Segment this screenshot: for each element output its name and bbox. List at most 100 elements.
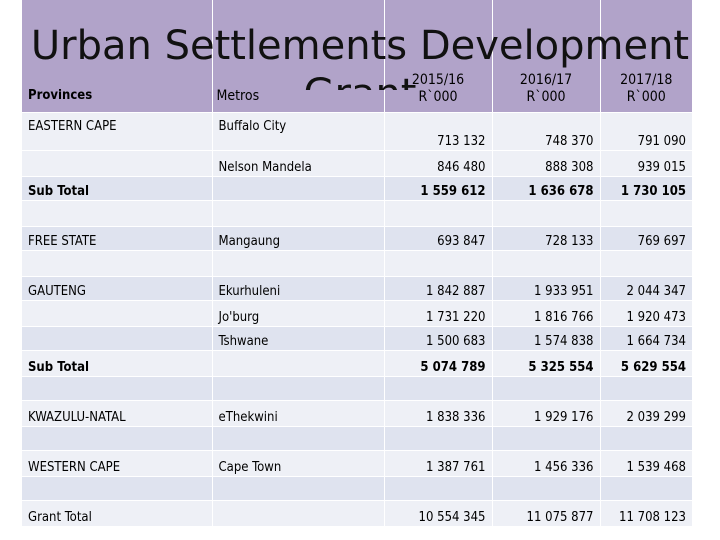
value-cell: 1 539 468 xyxy=(599,449,692,476)
empty-cell xyxy=(22,375,212,400)
value-cell: 1 731 220 xyxy=(383,299,492,326)
value-cell: 1 842 887 xyxy=(383,275,492,300)
empty-cell xyxy=(211,375,384,400)
year-header: 2017/18 R`000 xyxy=(599,0,692,112)
metro-cell: Jo'burg xyxy=(211,299,384,326)
empty-cell xyxy=(491,249,600,276)
empty-cell xyxy=(22,475,212,500)
empty-cell xyxy=(383,249,492,276)
year-label: 2015/16 xyxy=(411,71,465,88)
slide-title: Urban Settlements Development xyxy=(30,23,690,69)
value-cell: 2 039 299 xyxy=(599,399,692,426)
provinces-header: Provinces xyxy=(22,0,212,112)
province-cell: WESTERN CAPE xyxy=(22,449,212,476)
empty-cell xyxy=(491,375,600,400)
subtotal-value: 1 730 105 xyxy=(599,175,692,200)
value-cell: 1 920 473 xyxy=(599,299,692,326)
year-label: 2017/18 xyxy=(620,71,673,88)
table-row: Nelson Mandela 846 480 888 308 939 015 xyxy=(22,149,692,176)
spacer-row xyxy=(22,425,692,450)
province-cell xyxy=(22,149,212,176)
grand-total-value: 11 708 123 xyxy=(599,499,692,526)
table-row: KWAZULU-NATAL eThekwini 1 838 336 1 929 … xyxy=(22,399,692,426)
unit-label: R`000 xyxy=(418,88,458,105)
subtotal-value: 5 325 554 xyxy=(491,349,600,376)
unit-label: R`000 xyxy=(626,88,666,105)
year-header: 2016/17 R`000 xyxy=(491,0,600,112)
year-label: 2016/17 xyxy=(519,71,573,88)
value-cell: 1 838 336 xyxy=(383,399,492,426)
value-cell: 1 933 951 xyxy=(491,275,600,300)
metro-cell xyxy=(211,175,384,200)
year-header: 2015/16 R`000 xyxy=(383,0,492,112)
metro-cell: Ekurhuleni xyxy=(211,275,384,300)
metros-header-label: Metros xyxy=(216,87,260,104)
table-row: WESTERN CAPE Cape Town 1 387 761 1 456 3… xyxy=(22,449,692,476)
value-cell: 1 456 336 xyxy=(491,449,600,476)
empty-cell xyxy=(383,475,492,500)
grand-total-value: 10 554 345 xyxy=(383,499,492,526)
value-cell: 1 574 838 xyxy=(491,325,600,350)
metros-header: Metros xyxy=(211,0,384,112)
subtotal-label: Sub Total xyxy=(22,175,212,200)
grand-total-label: Grant Total xyxy=(22,499,212,526)
empty-cell xyxy=(383,199,492,226)
empty-cell xyxy=(599,475,692,500)
value-cell: 748 370 xyxy=(491,111,600,150)
metro-cell: Tshwane xyxy=(211,325,384,350)
value-cell: 2 044 347 xyxy=(599,275,692,300)
value-cell: 888 308 xyxy=(491,149,600,176)
subtotal-label: Sub Total xyxy=(22,349,212,376)
value-cell: 846 480 xyxy=(383,149,492,176)
value-cell: 1 387 761 xyxy=(383,449,492,476)
subtotal-value: 1 559 612 xyxy=(383,175,492,200)
metro-cell: Mangaung xyxy=(211,225,384,250)
value-cell: 693 847 xyxy=(383,225,492,250)
value-cell: 1 816 766 xyxy=(491,299,600,326)
province-cell xyxy=(22,325,212,350)
province-cell: GAUTENG xyxy=(22,275,212,300)
spacer-row xyxy=(22,475,692,500)
metro-cell: eThekwini xyxy=(211,399,384,426)
empty-cell xyxy=(491,199,600,226)
empty-cell xyxy=(211,475,384,500)
slide-title-continuation: Grant xyxy=(0,70,720,90)
empty-cell xyxy=(383,375,492,400)
empty-cell xyxy=(491,425,600,450)
empty-cell xyxy=(599,199,692,226)
empty-cell xyxy=(22,425,212,450)
subtotal-row: Sub Total 5 074 789 5 325 554 5 629 554 xyxy=(22,349,692,376)
table-row: Tshwane 1 500 683 1 574 838 1 664 734 xyxy=(22,325,692,350)
grand-total-value: 11 075 877 xyxy=(491,499,600,526)
metro-cell xyxy=(211,499,384,526)
table-row: GAUTENG Ekurhuleni 1 842 887 1 933 951 2… xyxy=(22,275,692,300)
empty-cell xyxy=(211,425,384,450)
table-row: EASTERN CAPE Buffalo City 713 132 748 37… xyxy=(22,111,692,150)
unit-label: R`000 xyxy=(526,88,566,105)
metro-cell: Cape Town xyxy=(211,449,384,476)
subtotal-value: 5 629 554 xyxy=(599,349,692,376)
value-cell: 728 133 xyxy=(491,225,600,250)
metro-cell: Buffalo City xyxy=(211,111,384,150)
value-cell: 1 929 176 xyxy=(491,399,600,426)
empty-cell xyxy=(599,375,692,400)
empty-cell xyxy=(491,475,600,500)
table-row: Jo'burg 1 731 220 1 816 766 1 920 473 xyxy=(22,299,692,326)
empty-cell xyxy=(211,199,384,226)
spacer-row xyxy=(22,375,692,400)
empty-cell xyxy=(599,249,692,276)
metro-cell xyxy=(211,349,384,376)
subtotal-row: Sub Total 1 559 612 1 636 678 1 730 105 xyxy=(22,175,692,200)
province-cell: KWAZULU-NATAL xyxy=(22,399,212,426)
header-row: Provinces Metros 2015/16 R`000 2016/17 R`0… xyxy=(22,0,692,112)
grand-total-row: Grant Total 10 554 345 11 075 877 11 708… xyxy=(22,499,692,526)
subtotal-value: 1 636 678 xyxy=(491,175,600,200)
metro-cell: Nelson Mandela xyxy=(211,149,384,176)
value-cell: 713 132 xyxy=(383,111,492,150)
empty-cell xyxy=(22,249,212,276)
spacer-row xyxy=(22,199,692,226)
empty-cell xyxy=(383,425,492,450)
value-cell: 769 697 xyxy=(599,225,692,250)
value-cell: 791 090 xyxy=(599,111,692,150)
value-cell: 939 015 xyxy=(599,149,692,176)
